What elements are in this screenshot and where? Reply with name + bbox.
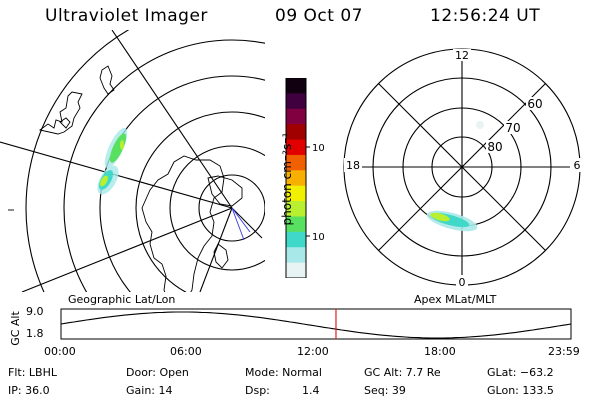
latitude-circle	[63, 39, 265, 292]
latitude-circle	[198, 174, 265, 242]
colorbar-segment	[286, 201, 306, 217]
latitude-circle	[99, 75, 265, 292]
mlt-label-18: 18	[346, 159, 360, 172]
lat-label-60: 60	[527, 97, 542, 111]
time-label: 12:56:24 UT	[430, 6, 541, 26]
coastline	[38, 91, 83, 135]
polar-aurora-emission	[426, 121, 484, 232]
colorbar-segment	[286, 231, 306, 248]
longitude-line	[21, 207, 233, 292]
door-status: Door: Open	[126, 366, 189, 379]
sun-direction-line	[231, 207, 251, 233]
altitude-xtick: 00:00	[44, 345, 76, 358]
colorbar: 100 10	[285, 78, 324, 278]
coastline	[213, 243, 229, 269]
mode-status: Mode: Normal	[245, 366, 322, 379]
altitude-xtick: 23:59	[548, 345, 580, 358]
altitude-ylabel: GC Alt	[8, 311, 22, 346]
lat-label-70: 70	[505, 121, 520, 135]
glat-status: GLat: −63.2	[487, 366, 554, 379]
colorbar-tick-100: 100	[312, 143, 324, 154]
gc-alt-status: GC Alt: 7.7 Re	[364, 366, 441, 379]
seq-status: Seq: 39	[364, 384, 406, 397]
longitude-line	[111, 30, 233, 209]
date-label: 09 Oct 07	[275, 6, 363, 26]
instrument-title: Ultraviolet Imager	[45, 6, 208, 26]
colorbar-segment	[286, 185, 306, 202]
colorbar-unit-label: photon cm⁻²s⁻¹	[280, 132, 294, 226]
polar-plot: 12 18 6 0 60 70 80	[343, 48, 584, 289]
altitude-ytick-high: 9.0	[26, 305, 44, 318]
colorbar-segment	[286, 216, 306, 233]
colorbar-segment	[286, 154, 306, 171]
colorbar-segment	[286, 108, 306, 125]
geo-map-caption: Geographic Lat/Lon	[68, 293, 176, 306]
coastline	[207, 175, 243, 207]
coastline	[141, 155, 225, 292]
altitude-ytick-low: 1.8	[26, 327, 44, 340]
mlt-line	[378, 83, 546, 251]
longitude-line	[231, 207, 263, 239]
longitude-line	[199, 207, 233, 292]
mlt-label-12: 12	[455, 49, 469, 62]
latitude-circle	[25, 30, 130, 292]
colorbar-segment	[286, 139, 306, 156]
latitude-circle	[169, 145, 265, 271]
colorbar-segment	[286, 93, 306, 110]
altitude-plot	[60, 308, 572, 340]
polar-plot-caption: Apex MLat/MLT	[414, 293, 497, 306]
latitude-circle	[135, 111, 265, 292]
altitude-xtick: 06:00	[170, 345, 202, 358]
lat-label-80: 80	[487, 140, 502, 154]
mlt-label-6: 6	[574, 159, 581, 172]
colorbar-segment	[286, 78, 306, 94]
altitude-xtick: 18:00	[424, 345, 456, 358]
sun-direction-line	[231, 207, 245, 241]
geographic-map	[0, 30, 265, 292]
coastline	[99, 65, 115, 95]
altitude-curve	[60, 311, 572, 339]
colorbar-tick-10: 10	[312, 232, 324, 243]
altitude-xtick: 12:00	[297, 345, 329, 358]
colorbar-segment	[286, 124, 306, 141]
filter-status: Flt: LBHL	[8, 366, 57, 379]
glon-status: GLon: 133.5	[487, 384, 554, 397]
colorbar-segment	[286, 170, 306, 187]
colorbar-segment	[286, 247, 306, 264]
gain-status: Gain: 14	[126, 384, 173, 397]
aurora-emission	[97, 127, 128, 195]
ip-status: IP: 36.0	[8, 384, 50, 397]
coastline	[59, 117, 71, 129]
colorbar-segment	[286, 262, 306, 278]
mlt-label-0: 0	[459, 276, 466, 289]
dsp-value: 1.4	[302, 384, 320, 397]
dsp-label: Dsp:	[245, 384, 270, 397]
